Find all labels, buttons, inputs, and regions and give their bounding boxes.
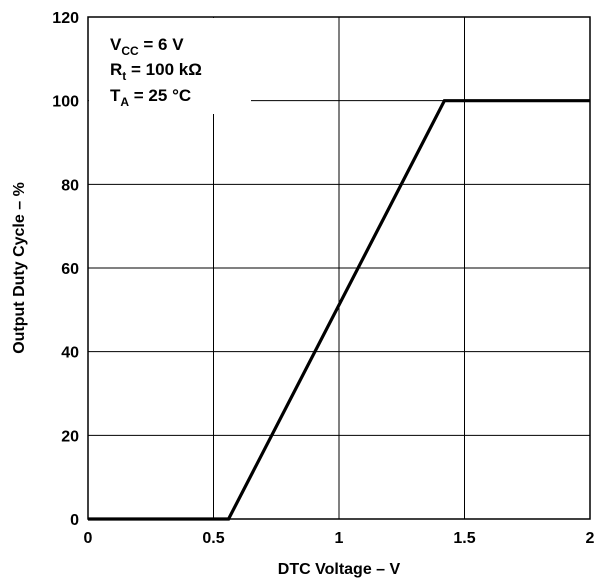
x-tick-label: 1.5: [453, 530, 475, 547]
condition-vcc: VCC = 6 V: [110, 35, 184, 58]
x-tick-label: 0.5: [202, 530, 224, 547]
plot-frame: [87, 16, 591, 520]
y-tick-label: 60: [61, 261, 79, 278]
test-conditions: VCC = 6 V Rt = 100 kΩ TA = 25 °C: [110, 35, 202, 109]
legend-box: [89, 18, 251, 114]
y-tick-label: 100: [52, 94, 79, 111]
x-tick-label: 2: [586, 530, 595, 547]
x-axis-title: DTC Voltage – V: [278, 561, 401, 578]
y-tick-label: 20: [61, 428, 79, 445]
y-tick-label: 80: [61, 177, 79, 194]
y-axis-title: Output Duty Cycle – %: [11, 182, 28, 354]
x-tick-labels: 0 0.5 1 1.5 2: [84, 530, 595, 547]
y-tick-label: 120: [52, 10, 79, 27]
x-tick-label: 1: [335, 530, 344, 547]
y-tick-label: 40: [61, 345, 79, 362]
condition-ta: TA = 25 °C: [110, 86, 191, 109]
y-tick-labels: 0 20 40 60 80 100 120: [52, 10, 79, 529]
y-tick-label: 0: [70, 512, 79, 529]
condition-rt: Rt = 100 kΩ: [110, 60, 202, 83]
x-tick-label: 0: [84, 530, 93, 547]
